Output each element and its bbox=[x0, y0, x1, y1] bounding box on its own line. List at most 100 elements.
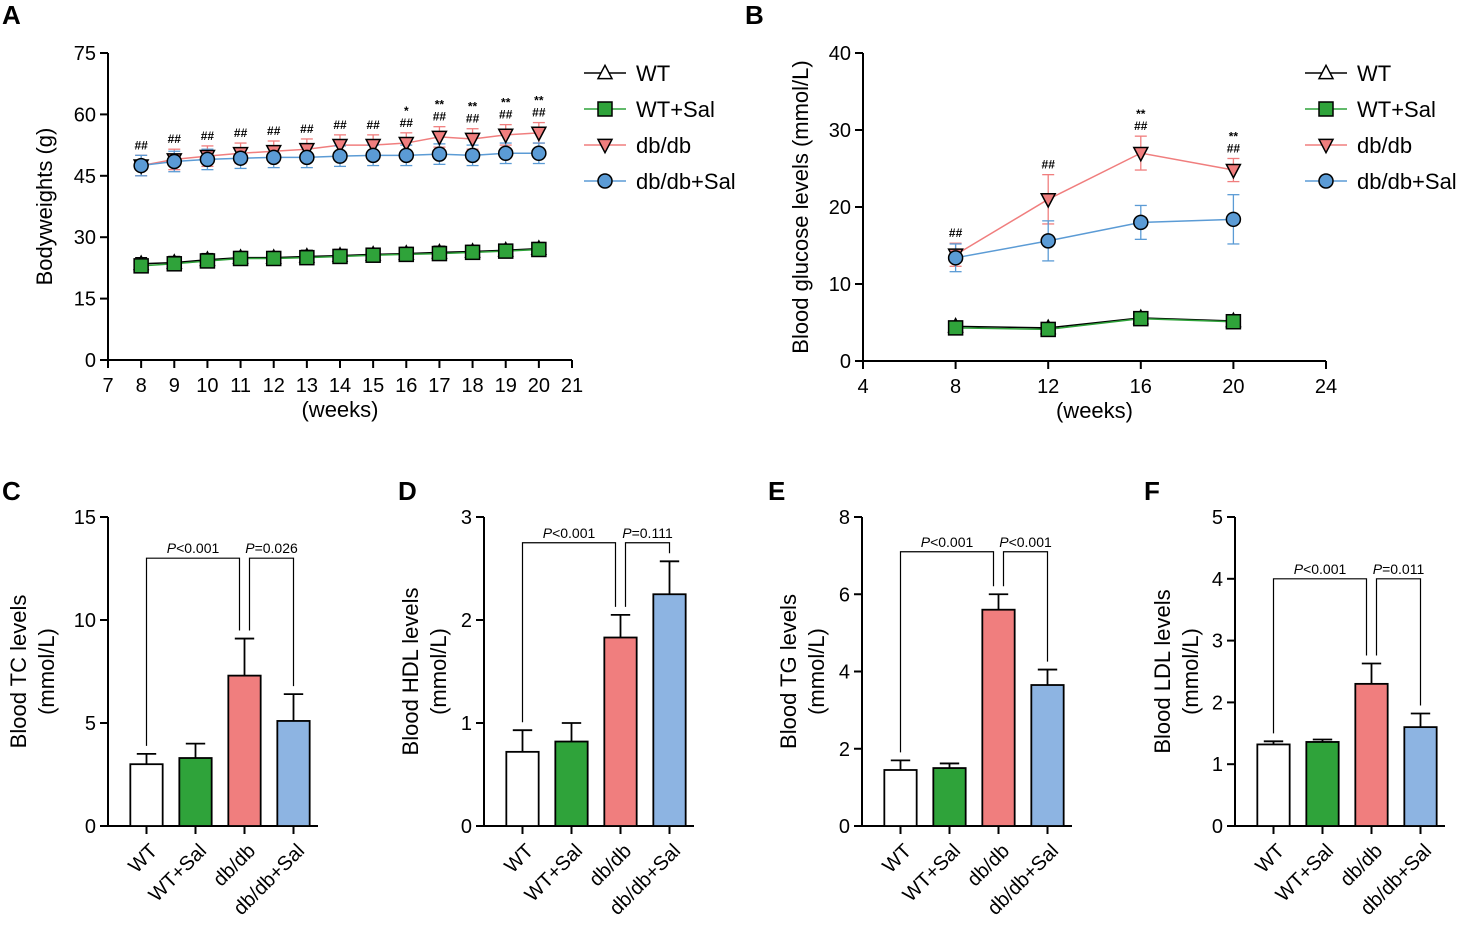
legend-marker-dbdb bbox=[1317, 138, 1335, 155]
data-point-dbdb-plus-sal bbox=[133, 157, 149, 174]
significance-marker: ## bbox=[201, 129, 215, 143]
y-tick-label: 10 bbox=[74, 610, 96, 632]
bar-wt bbox=[1256, 743, 1291, 827]
y-tick-label: 0 bbox=[461, 816, 472, 838]
p-value-label: P=0.011 bbox=[1373, 561, 1425, 577]
comparison-bracket bbox=[624, 542, 671, 607]
data-point-dbdb-plus-sal bbox=[947, 250, 964, 266]
bar-dbdb bbox=[1354, 682, 1389, 827]
data-point-wt-plus-sal bbox=[1133, 310, 1149, 327]
x-tick-label: 18 bbox=[461, 375, 483, 397]
legend-marker-wt-plus-sal bbox=[1318, 101, 1334, 117]
y-tick-label: 0 bbox=[839, 816, 850, 838]
p-symbol: P bbox=[1294, 561, 1304, 577]
legend-label-dbdb-plus-sal: db/db+Sal bbox=[636, 169, 736, 194]
data-point-dbdb-plus-sal bbox=[332, 148, 348, 164]
p-value-text: <0.001 bbox=[552, 525, 595, 541]
data-point-dbdb bbox=[1132, 146, 1150, 163]
y-tick-label: 6 bbox=[839, 584, 850, 606]
x-tick-label: 21 bbox=[561, 375, 583, 397]
significance-marker: ** bbox=[534, 94, 544, 108]
significance-marker: ## bbox=[532, 106, 546, 120]
data-point-dbdb-plus-sal bbox=[1225, 211, 1242, 228]
p-value-text: <0.001 bbox=[930, 534, 973, 550]
y-tick-label: 2 bbox=[461, 610, 472, 632]
p-symbol: P bbox=[167, 540, 177, 556]
data-point-dbdb bbox=[1225, 163, 1242, 180]
p-symbol: P bbox=[245, 540, 255, 556]
significance-marker: ## bbox=[300, 122, 314, 136]
data-point-wt-plus-sal bbox=[299, 249, 315, 266]
y-axis-title: Blood glucose levels (mmol/L) bbox=[788, 60, 813, 353]
data-point-dbdb-plus-sal bbox=[398, 147, 415, 164]
y-tick-label: 15 bbox=[74, 507, 96, 529]
data-point-dbdb-plus-sal bbox=[265, 149, 282, 166]
significance-marker: ## bbox=[400, 116, 414, 130]
p-value-text: <0.001 bbox=[176, 540, 219, 556]
y-tick-label: 15 bbox=[74, 289, 96, 311]
data-point-wt-plus-sal bbox=[166, 256, 183, 272]
bar-dbdb-plus-sal bbox=[1403, 726, 1438, 827]
x-axis-title: (weeks) bbox=[301, 397, 378, 422]
legend-label-dbdb: db/db bbox=[1357, 133, 1412, 158]
significance-marker: ## bbox=[1042, 158, 1056, 172]
significance-marker: ** bbox=[468, 100, 478, 114]
p-symbol: P bbox=[921, 534, 931, 550]
bar-dbdb-plus-sal bbox=[276, 720, 311, 827]
x-tick-label-wt: WT bbox=[500, 840, 538, 878]
legend-marker-dbdb bbox=[596, 138, 614, 155]
data-point-wt-plus-sal bbox=[199, 253, 216, 269]
y-tick-label: 8 bbox=[839, 507, 850, 529]
legend-label-dbdb: db/db bbox=[636, 133, 691, 158]
comparison-bracket bbox=[248, 557, 295, 687]
panel-letter-C: C bbox=[2, 476, 21, 506]
series-line-dbdb bbox=[955, 152, 1234, 256]
y-tick-label: 10 bbox=[829, 274, 851, 296]
p-symbol: P bbox=[999, 534, 1009, 550]
p-value-label: P=0.026 bbox=[245, 540, 298, 556]
y-tick-label: 5 bbox=[1212, 507, 1223, 529]
x-tick-label: 12 bbox=[263, 375, 285, 397]
comparison-bracket bbox=[1002, 551, 1049, 662]
significance-marker: ## bbox=[949, 226, 963, 240]
legend-label-wt-plus-sal: WT+Sal bbox=[1357, 97, 1436, 122]
data-point-dbdb-plus-sal bbox=[1133, 214, 1149, 231]
y-tick-label: 3 bbox=[461, 507, 472, 529]
legend-marker-wt bbox=[1317, 63, 1335, 80]
x-tick-label: 14 bbox=[329, 375, 351, 397]
significance-marker: ## bbox=[1227, 141, 1241, 155]
comparison-bracket bbox=[521, 542, 617, 723]
bar-wt-plus-sal bbox=[178, 757, 213, 827]
panel-letter-E: E bbox=[768, 476, 785, 506]
significance-marker: ## bbox=[1134, 119, 1148, 133]
significance-marker: ** bbox=[1229, 129, 1239, 143]
bar-wt-plus-sal bbox=[1305, 741, 1340, 827]
y-tick-label: 20 bbox=[829, 197, 851, 219]
legend-label-wt-plus-sal: WT+Sal bbox=[636, 97, 715, 122]
y-tick-label: 60 bbox=[74, 104, 96, 126]
significance-marker: ## bbox=[267, 124, 281, 138]
data-point-wt-plus-sal bbox=[398, 246, 415, 263]
data-point-wt-plus-sal bbox=[1225, 313, 1242, 330]
y-axis-unit: (mmol/L) bbox=[1178, 628, 1203, 715]
p-value-text: <0.001 bbox=[1303, 561, 1346, 577]
data-point-dbdb bbox=[331, 138, 349, 155]
p-value-label: P<0.001 bbox=[167, 540, 220, 556]
x-tick-label: 13 bbox=[296, 375, 318, 397]
bar-wt-plus-sal bbox=[932, 767, 967, 827]
y-axis-title: Blood LDL levels bbox=[1150, 589, 1175, 753]
y-tick-label: 2 bbox=[839, 739, 850, 761]
x-tick-label: 19 bbox=[495, 375, 517, 397]
data-point-wt-plus-sal bbox=[365, 247, 381, 263]
x-axis-title: (weeks) bbox=[1056, 398, 1133, 423]
y-tick-label: 30 bbox=[829, 120, 851, 142]
comparison-bracket bbox=[145, 557, 241, 746]
data-point-wt-plus-sal bbox=[133, 258, 149, 274]
panel-letter-D: D bbox=[398, 476, 417, 506]
x-tick-label: 15 bbox=[362, 375, 384, 397]
p-value-text: =0.026 bbox=[255, 540, 298, 556]
data-point-wt-plus-sal bbox=[1040, 321, 1056, 338]
data-point-dbdb-plus-sal bbox=[497, 145, 514, 162]
